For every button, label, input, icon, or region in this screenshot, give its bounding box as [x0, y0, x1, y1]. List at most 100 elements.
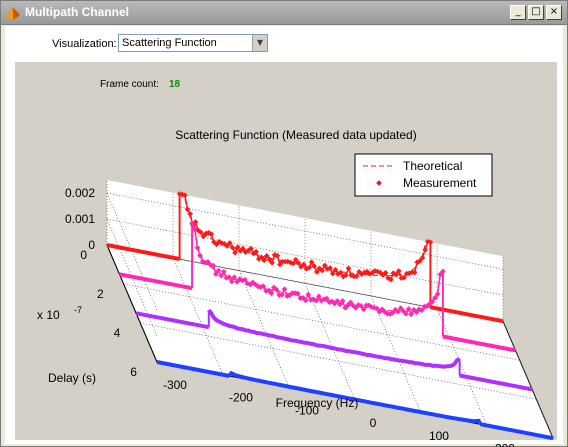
- measurement-point: [306, 264, 312, 271]
- measurement-point: [422, 246, 428, 253]
- measurement-point: [300, 261, 307, 268]
- measurement-point: [234, 244, 241, 251]
- series-baseline: [106, 243, 180, 261]
- visualization-selected-value: Scattering Function: [122, 37, 217, 49]
- measurement-point: [339, 298, 346, 304]
- measurement-point: [311, 263, 318, 269]
- measurement-point: [387, 276, 394, 283]
- measurement-point: [194, 244, 201, 251]
- measurement-point: [315, 293, 322, 300]
- x-tick-label: -100: [295, 403, 319, 417]
- measurement-point: [273, 286, 280, 293]
- measurement-point: [405, 306, 412, 312]
- chart-title: Scattering Function (Measured data updat…: [175, 128, 416, 142]
- measurement-point: [220, 268, 227, 275]
- legend-box: [354, 153, 493, 197]
- y-multiplier-label: x 10: [37, 308, 60, 322]
- legend-entry-label: Measurement: [403, 176, 477, 190]
- measurement-point: [215, 267, 222, 274]
- measurement-point: [389, 309, 396, 316]
- measurement-point: [197, 252, 203, 259]
- series-baseline: [459, 373, 533, 392]
- measurement-point: [232, 249, 238, 256]
- measurement-point: [395, 309, 401, 315]
- measurement-point: [401, 274, 407, 281]
- measurement-point: [337, 269, 344, 276]
- measurement-point: [302, 297, 309, 304]
- axis-labels-layer: Scattering Function (Measured data updat…: [37, 128, 515, 447]
- measurement-point: [266, 256, 273, 263]
- x-tick-label: -300: [163, 378, 187, 392]
- measurement-point: [218, 272, 224, 279]
- measurement-point: [347, 299, 354, 306]
- floor-gridline-f: [172, 257, 224, 375]
- y-tick-label: 0: [80, 248, 87, 262]
- measurement-point: [343, 272, 349, 278]
- measurement-point: [197, 229, 204, 235]
- measurement-point: [334, 298, 341, 304]
- measurement-point: [253, 248, 259, 255]
- measurement-point: [240, 245, 246, 252]
- measurement-point: [332, 266, 339, 273]
- measurement-point: [290, 260, 296, 267]
- visualization-label: Visualization:: [52, 38, 117, 50]
- measurement-point: [308, 259, 315, 266]
- series-baseline: [480, 422, 554, 441]
- series-layer: [106, 191, 554, 441]
- floor-gridline-d: [140, 322, 537, 400]
- series-baseline: [442, 334, 516, 353]
- measurement-line: [207, 308, 461, 369]
- x-tick-label: 200: [495, 442, 515, 447]
- measurement-point: [417, 258, 423, 264]
- measurement-point: [440, 268, 446, 275]
- measurement-point: [395, 268, 402, 274]
- measurement-point: [231, 274, 238, 281]
- measurement-line: [228, 370, 481, 424]
- measurement-point: [268, 290, 275, 296]
- measurement-point: [319, 267, 325, 274]
- measurement-point: [323, 295, 330, 302]
- measurement-point: [358, 303, 364, 309]
- measurement-point: [314, 269, 320, 275]
- measurement-point: [393, 271, 399, 278]
- x-tick-label: 0: [370, 416, 377, 430]
- measurement-point: [263, 253, 270, 259]
- measurement-point: [226, 240, 233, 246]
- measurement-point: [337, 301, 343, 308]
- measurement-point: [248, 245, 254, 252]
- measurement-point: [213, 271, 219, 277]
- chevron-down-icon[interactable]: ▼: [252, 35, 267, 51]
- close-button[interactable]: ×: [546, 5, 562, 20]
- measurement-point: [432, 294, 438, 301]
- series-baseline: [119, 272, 193, 291]
- floor-gridline-f: [436, 308, 488, 426]
- measurement-point: [182, 192, 188, 199]
- title-bar[interactable]: Multipath Channel _ □ ×: [1, 1, 567, 25]
- legend-entry-label: Theoretical: [403, 159, 462, 173]
- measurement-point: [229, 244, 236, 251]
- floor-gridline-d: [123, 283, 520, 361]
- measurement-point: [305, 291, 312, 298]
- measurement-point: [360, 306, 367, 313]
- measurement-point: [403, 311, 409, 317]
- measurement-point: [434, 291, 441, 297]
- measurement-point: [189, 220, 195, 227]
- visualization-dropdown[interactable]: Scattering Function ▼: [118, 34, 268, 52]
- measurement-point: [327, 265, 333, 271]
- measurement-point: [382, 269, 389, 276]
- minimize-button[interactable]: _: [510, 5, 526, 20]
- measurement-point: [418, 307, 425, 314]
- measurement-point: [408, 311, 415, 318]
- measurement-point: [427, 239, 434, 246]
- measurement-point: [419, 254, 426, 261]
- series-baseline: [135, 311, 210, 330]
- x-tick-label: -200: [229, 391, 253, 405]
- measurement-point: [279, 291, 285, 298]
- legend: Theoretical Measurement: [354, 153, 493, 197]
- floor-gridline-f: [304, 282, 356, 401]
- y-tick-label: 6: [130, 365, 137, 379]
- measurement-point: [260, 283, 267, 290]
- maximize-button[interactable]: □: [528, 5, 544, 20]
- measurement-point: [295, 260, 302, 266]
- measurement-point: [345, 265, 352, 272]
